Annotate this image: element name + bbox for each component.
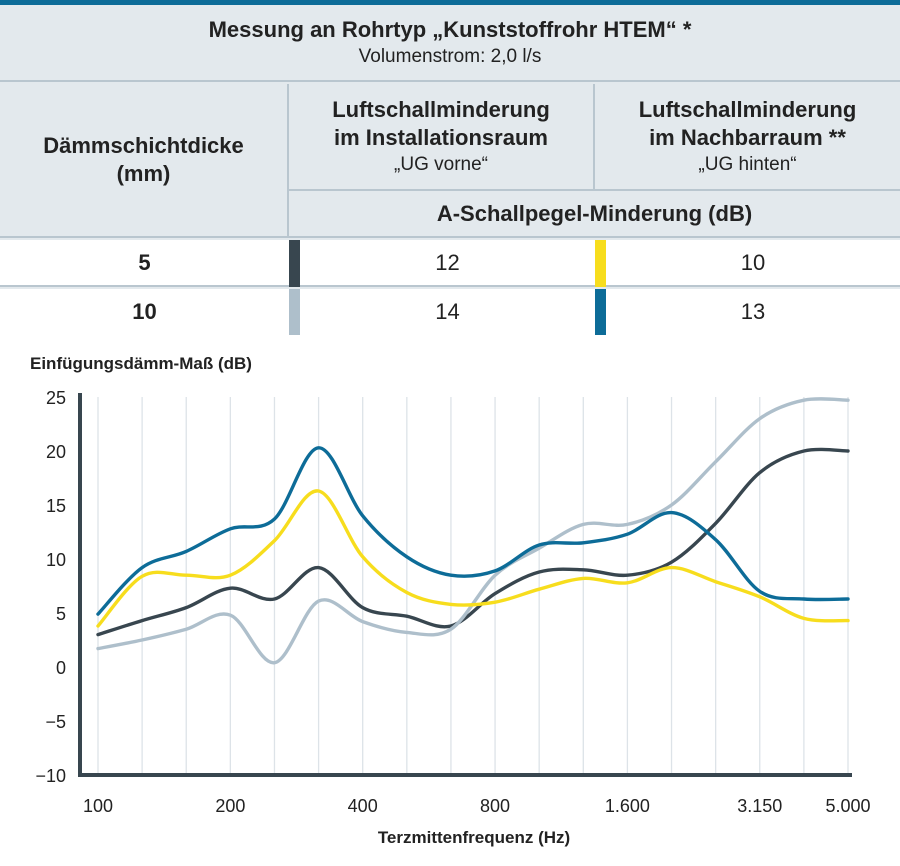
- header-thickness-line2: (mm): [116, 161, 171, 186]
- x-tick-label: 5.000: [825, 796, 870, 816]
- x-tick-label: 100: [83, 796, 113, 816]
- row-2-nachbarraum: 13: [606, 289, 900, 335]
- y-tick-label: 15: [46, 496, 66, 516]
- header-installationsraum-sub: „UG vorne“: [394, 153, 488, 175]
- series-line: [96, 446, 850, 616]
- row-2-installationsraum: 14: [300, 289, 595, 335]
- header-unit-label: A-Schallpegel-Minderung (dB): [436, 200, 753, 226]
- row-1-thickness-value: 5: [138, 249, 151, 275]
- row-1-thickness: 5: [0, 240, 289, 287]
- table-title-block: Messung an Rohrtyp „Kunststoffrohr HTEM“…: [0, 5, 900, 82]
- header-installationsraum: Luftschallminderung im Installationsraum…: [289, 84, 595, 191]
- y-tick-label: 10: [46, 550, 66, 570]
- line-chart: Einfügungsdämm-Maß (dB) 2520151050−5−10 …: [30, 354, 871, 847]
- header-nachbarraum-sub: „UG hinten“: [698, 153, 797, 175]
- header-thickness: Dämmschichtdicke (mm): [0, 84, 289, 238]
- chart-area: Einfügungsdämm-Maß (dB) 25 20 15 10 5 0 −5 −10 …: [0, 335, 900, 861]
- y-tick-labels: 25 20 15 10 5 0 −5 −10: [35, 388, 66, 786]
- header-nachbarraum: Luftschallminderung im Nachbarraum ** „U…: [595, 84, 900, 191]
- x-tick-label: 1.600: [605, 796, 650, 816]
- series-line: [96, 397, 850, 665]
- row-2-installationsraum-value: 14: [435, 299, 460, 324]
- table-subtitle: Volumenstrom: 2,0 l/s: [358, 46, 542, 67]
- row-1-installationsraum: 12: [300, 240, 595, 287]
- x-tick-label: 3.150: [737, 796, 782, 816]
- y-tick-label: 5: [56, 604, 66, 624]
- y-tick-label: 25: [46, 388, 66, 408]
- x-axis-label: Terzmittenfrequenz (Hz): [378, 828, 570, 847]
- row-1-installation-color-swatch: [289, 240, 300, 287]
- table-title: Messung an Rohrtyp „Kunststoffrohr HTEM“…: [208, 17, 692, 42]
- row-1-nachbarraum: 10: [606, 240, 900, 287]
- series-line: [96, 447, 850, 637]
- header-installationsraum-line1: Luftschallminderung: [332, 96, 550, 122]
- y-tick-label: −10: [35, 766, 66, 786]
- row-1-installationsraum-value: 12: [435, 249, 460, 275]
- header-unit: A-Schallpegel-Minderung (dB): [289, 191, 900, 238]
- row-2-installation-color-swatch: [289, 289, 300, 335]
- chart-grid: [97, 397, 849, 775]
- header-nachbarraum-line2: im Nachbarraum **: [649, 124, 846, 150]
- x-tick-labels: 100 200 400 800 1.600 3.150 5.000: [83, 796, 871, 816]
- y-tick-label: −5: [45, 712, 66, 732]
- y-axis-label: Einfügungsdämm-Maß (dB): [30, 354, 252, 373]
- y-tick-label: 20: [46, 442, 66, 462]
- row-2-thickness-value: 10: [132, 299, 157, 324]
- row-2-nachbar-color-swatch: [595, 289, 606, 335]
- y-tick-label: 0: [56, 658, 66, 678]
- x-tick-label: 800: [480, 796, 510, 816]
- header-installationsraum-line2: im Installationsraum: [334, 124, 548, 150]
- top-accent-bar: [0, 0, 900, 5]
- row-1-nachbar-color-swatch: [595, 240, 606, 287]
- x-tick-label: 400: [348, 796, 378, 816]
- series-line: [96, 489, 850, 628]
- header-thickness-line1: Dämmschichtdicke: [43, 133, 244, 158]
- row-2-thickness: 10: [0, 289, 289, 335]
- row-1-nachbarraum-value: 10: [740, 249, 766, 275]
- x-tick-label: 200: [215, 796, 245, 816]
- row-2-nachbarraum-value: 13: [740, 299, 766, 324]
- chart-series: [96, 397, 850, 665]
- header-nachbarraum-line1: Luftschallminderung: [638, 96, 857, 122]
